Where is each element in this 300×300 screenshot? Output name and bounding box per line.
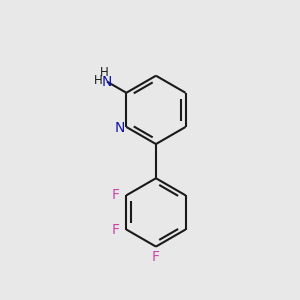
Text: F: F <box>112 223 120 236</box>
Text: N: N <box>115 122 125 136</box>
Text: H: H <box>94 74 103 87</box>
Text: F: F <box>112 188 120 202</box>
Text: N: N <box>102 75 112 88</box>
Text: H: H <box>100 66 108 79</box>
Text: F: F <box>152 250 160 264</box>
